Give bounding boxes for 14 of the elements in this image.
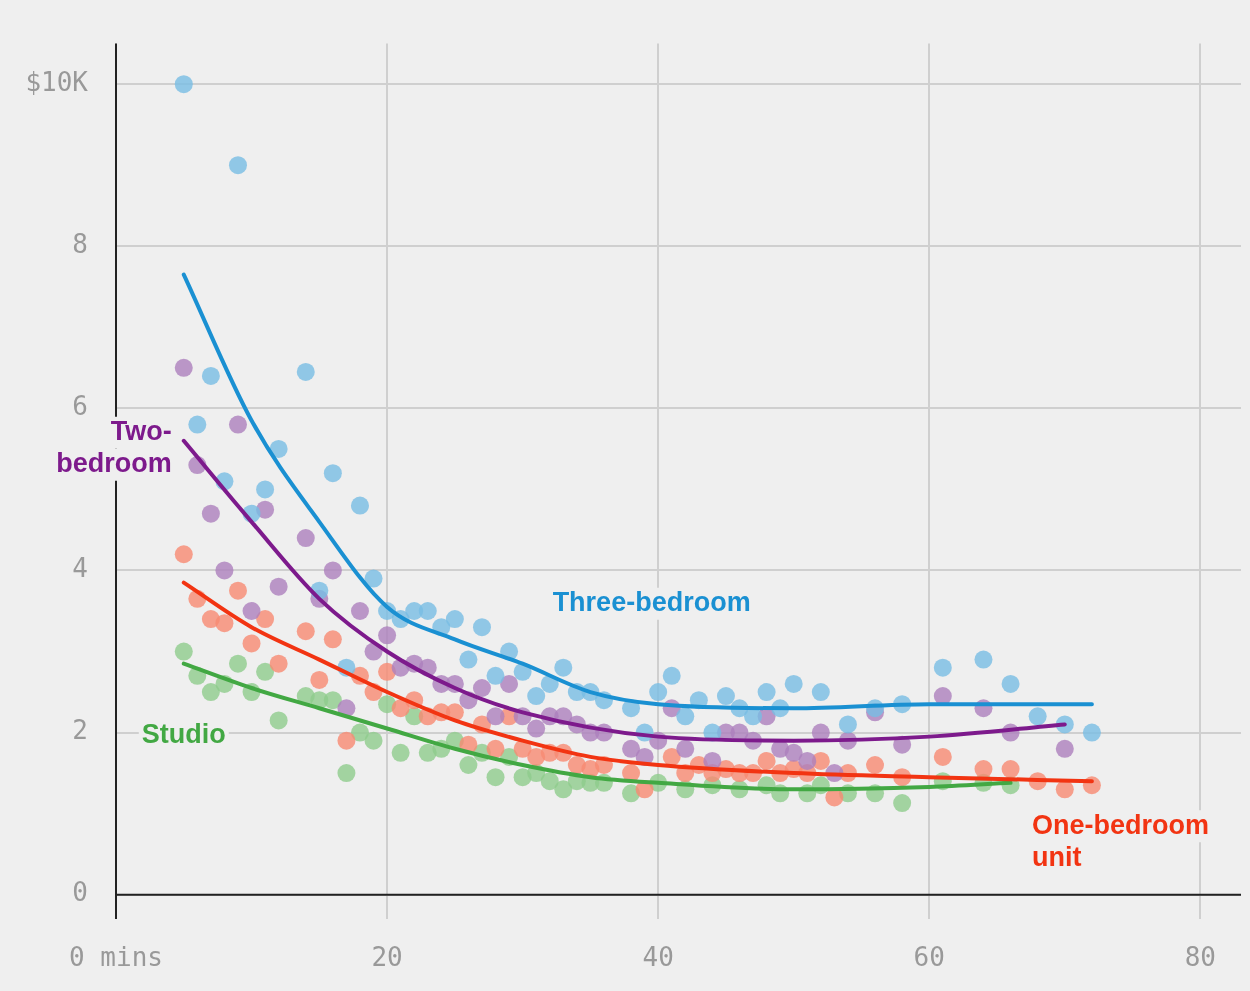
series-label: Two-bedroom bbox=[56, 416, 172, 479]
x-tick-label: 80 bbox=[1184, 942, 1216, 973]
y-tick-label: 2 bbox=[72, 715, 88, 746]
series-label: Studio bbox=[141, 719, 226, 750]
x-tick-label: 20 bbox=[371, 942, 403, 973]
y-tick-label: 0 bbox=[72, 877, 88, 908]
x-tick-label: 60 bbox=[913, 942, 945, 973]
y-tick-label: 4 bbox=[72, 553, 88, 584]
y-tick-label: 8 bbox=[72, 228, 88, 259]
text: Three-bedroom bbox=[552, 587, 751, 618]
x-tick-label: 0 mins bbox=[69, 942, 163, 973]
y-tick-label: $10K bbox=[25, 66, 89, 97]
series-label: One-bedroom unit bbox=[1031, 809, 1209, 872]
x-tick-label: 40 bbox=[642, 942, 674, 973]
